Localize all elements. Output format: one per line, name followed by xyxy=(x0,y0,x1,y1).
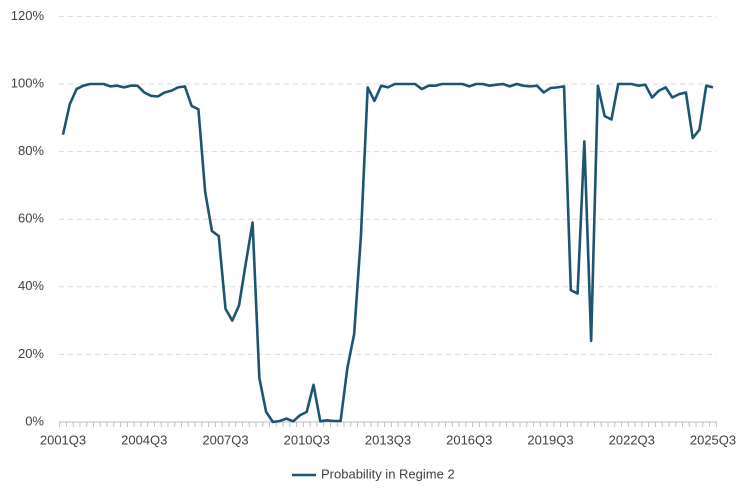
x-tick-label: 2007Q3 xyxy=(202,432,248,447)
x-tick-label: 2001Q3 xyxy=(40,432,86,447)
x-tick-label: 2010Q3 xyxy=(284,432,330,447)
y-tick-label: 80% xyxy=(18,143,44,158)
x-tick-label: 2022Q3 xyxy=(609,432,655,447)
x-tick-label: 2019Q3 xyxy=(527,432,573,447)
legend-label: Probability in Regime 2 xyxy=(321,466,455,481)
y-tick-label: 20% xyxy=(18,346,44,361)
data-line xyxy=(61,82,714,424)
y-tick-label: 60% xyxy=(18,211,44,226)
x-tick-label: 2025Q3 xyxy=(690,432,736,447)
y-tick-label: 0% xyxy=(25,413,44,428)
y-tick-label: 120% xyxy=(11,8,45,23)
y-tick-label: 40% xyxy=(18,278,44,293)
x-tick-label: 2016Q3 xyxy=(446,432,492,447)
x-tick-label: 2004Q3 xyxy=(121,432,167,447)
y-tick-label: 100% xyxy=(11,75,45,90)
x-tick-label: 2013Q3 xyxy=(365,432,411,447)
